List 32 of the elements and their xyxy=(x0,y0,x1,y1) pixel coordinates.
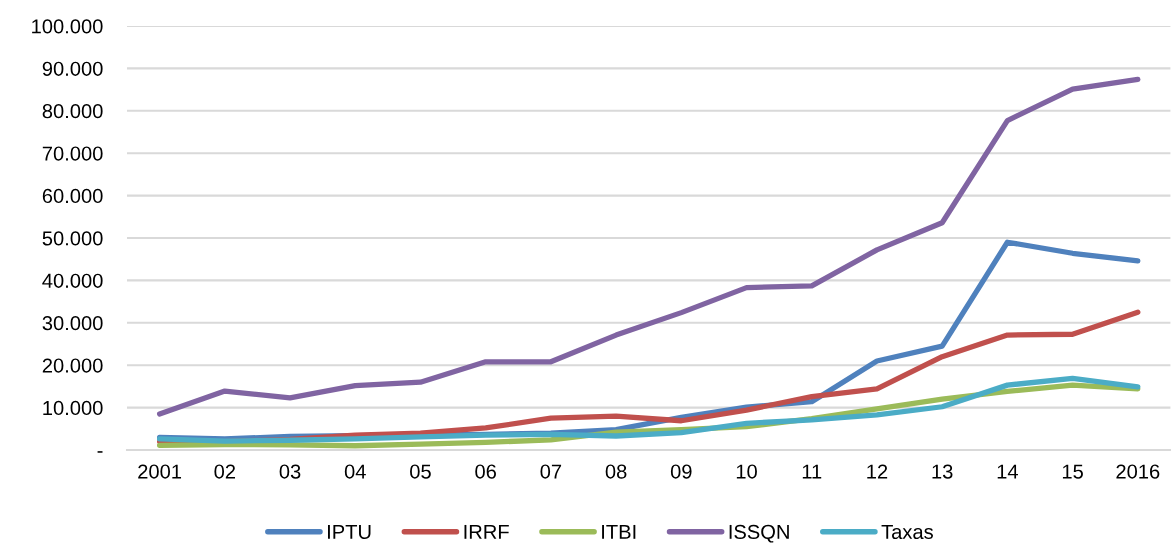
x-tick-label: 02 xyxy=(214,464,236,479)
legend-label: IPTU xyxy=(328,524,371,539)
y-tick-label: 60.000 xyxy=(42,188,103,204)
legend-label: Taxas xyxy=(881,524,933,539)
legend-label: ISSQN xyxy=(729,524,789,543)
y-tick-label: - xyxy=(97,451,103,453)
x-tick-label: 09 xyxy=(670,464,692,479)
legend-label: IRRF xyxy=(464,524,509,539)
x-tick-label: 12 xyxy=(867,464,888,479)
x-tick-label: 10 xyxy=(736,464,757,479)
y-tick-label: 50.000 xyxy=(42,231,103,246)
y-tick-label: 30.000 xyxy=(42,316,103,331)
x-tick-label: 14 xyxy=(997,464,1018,479)
y-tick-label: 20.000 xyxy=(42,358,103,373)
x-tick-label: 11 xyxy=(802,464,822,479)
x-tick-label: 08 xyxy=(605,464,627,479)
y-tick-label: 80.000 xyxy=(42,104,103,119)
x-tick-label: 15 xyxy=(1062,464,1083,479)
y-tick-label: 100.000 xyxy=(32,19,103,34)
x-tick-label: 03 xyxy=(279,464,301,479)
x-tick-label: 2016 xyxy=(1116,464,1160,479)
x-tick-label: 13 xyxy=(932,464,953,479)
y-tick-label: 10.000 xyxy=(43,400,103,416)
y-tick-label: 70.000 xyxy=(42,146,103,161)
x-tick-label: 05 xyxy=(410,464,431,479)
x-tick-label: 2001 xyxy=(138,464,182,479)
x-tick-label: 04 xyxy=(344,464,366,479)
y-tick-label: 90.000 xyxy=(42,61,103,76)
y-tick-label: 40.000 xyxy=(42,273,103,288)
legend-label: ITBI xyxy=(602,524,636,539)
x-tick-label: 06 xyxy=(475,464,496,479)
x-tick-label: 07 xyxy=(540,464,562,479)
